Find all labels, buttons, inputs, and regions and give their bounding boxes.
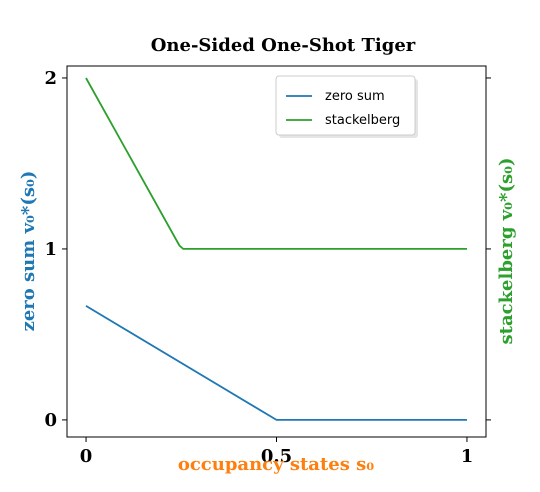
y-tick-label: 2 xyxy=(44,68,57,89)
y-axis-ticks: 0 1 2 xyxy=(44,68,491,431)
legend-label-stackelberg: stackelberg xyxy=(325,113,400,128)
x-axis-ticks: 0 0.5 1 xyxy=(80,437,473,467)
y-axis-left-label: zero sum v₀*(s₀) xyxy=(18,171,39,332)
y-tick-label: 0 xyxy=(44,410,57,431)
y-tick-label: 1 xyxy=(44,239,57,260)
x-tick-label: 1 xyxy=(461,446,474,467)
chart-title: One-Sided One-Shot Tiger xyxy=(151,35,416,56)
x-tick-label: 0 xyxy=(80,446,93,467)
x-axis-label: occupancy states s₀ xyxy=(178,454,374,475)
x-tick-label: 0.5 xyxy=(261,446,292,467)
y-axis-right-label: stackelberg v₀*(s₀) xyxy=(496,157,517,344)
legend: zero sum stackelberg xyxy=(275,75,418,138)
legend-label-zero-sum: zero sum xyxy=(325,89,385,104)
series-lines xyxy=(85,77,467,421)
series-line-stackelberg xyxy=(85,77,467,250)
series-line-zero-sum xyxy=(85,305,467,421)
